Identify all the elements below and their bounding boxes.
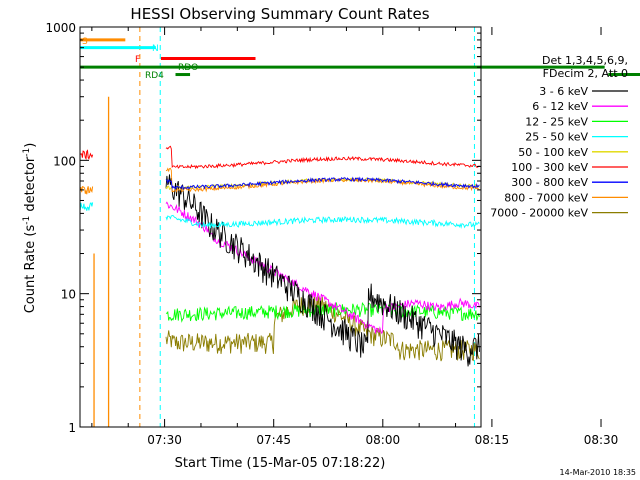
x-tick-label: 07:45 [256,433,291,447]
legend: Det 1,3,4,5,6,9,FDecim 2, Att 0 3 - 6 keV… [490,54,628,220]
flag-label: RDO [178,63,198,73]
x-axis-label: Start Time (15-Mar-05 07:18:22) [175,456,386,471]
legend-label: 6 - 12 keV [532,100,588,113]
y-tick-label: 10 [61,288,76,302]
x-tick-label: 08:15 [475,433,510,447]
legend-header: Det 1,3,4,5,6,9, [542,54,628,67]
legend-header: FDecim 2, Att 0 [543,67,628,80]
x-tick-label: 08:00 [366,433,401,447]
plot-frame [79,26,482,428]
series-line-1 [165,174,480,367]
series-early-segment [79,185,94,195]
series-line-7 [165,176,480,191]
legend-label: 12 - 25 keV [525,115,588,128]
flag-label: S [82,37,88,47]
legend-label: 25 - 50 keV [525,131,588,144]
legend-label: 7000 - 20000 keV [490,207,588,220]
y-axis-label: Count Rate (s-1 detector-1) [22,143,38,314]
chart-title: HESSI Observing Summary Count Rates [130,5,429,23]
y-tick-label: 1 [68,421,76,435]
legend-label: 3 - 6 keV [539,85,588,98]
series-line-4 [165,214,480,229]
plot-area [79,27,640,427]
series-early-segment [80,149,94,161]
series-line-2 [165,201,480,335]
flag-label: N [152,44,159,54]
series-line-8 [165,167,480,193]
flag-label: RD4 [145,71,164,81]
legend-label: 300 - 800 keV [511,176,588,189]
y-tick-label: 100 [53,154,76,168]
legend-label: 100 - 300 keV [511,161,588,174]
flag-label: F [135,55,140,65]
series-line-6 [165,145,480,170]
footer-timestamp: 14-Mar-2010 18:35 [560,468,637,477]
series-line-9 [165,295,480,362]
series-line-3 [165,302,480,323]
legend-label: 50 - 100 keV [518,146,588,159]
x-tick-label: 08:30 [584,433,619,447]
x-tick-label: 07:30 [147,433,182,447]
y-tick-label: 1000 [45,21,76,35]
legend-label: 800 - 7000 keV [504,191,588,204]
series-early-segment [79,202,94,211]
flag-labels: S N F RDO RD4 [82,37,198,81]
